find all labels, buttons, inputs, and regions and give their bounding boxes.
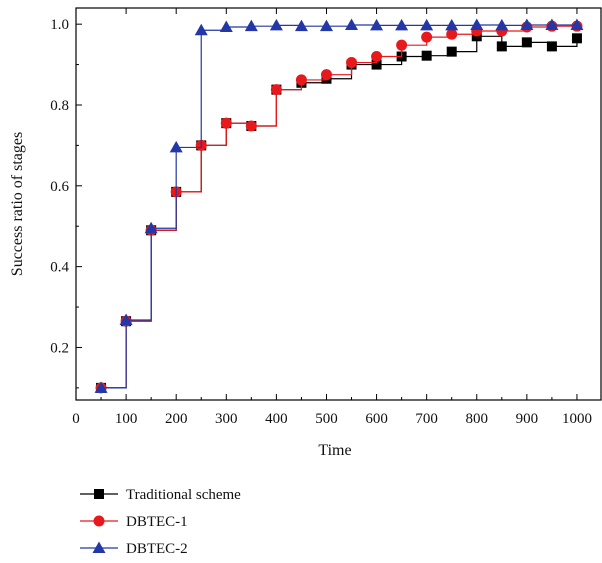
x-tick-label: 600 [365, 411, 388, 427]
legend-marker [92, 541, 106, 553]
data-point [495, 18, 509, 31]
data-point [245, 120, 257, 132]
data-point [169, 140, 183, 153]
legend-label: DBTEC-2 [126, 541, 188, 557]
series-line [101, 25, 577, 389]
legend-entry: Traditional scheme [80, 487, 241, 503]
series-3 [94, 18, 584, 393]
legend: Traditional scheme DBTEC-1 DBTEC-2 [80, 487, 241, 557]
data-point [571, 33, 582, 44]
x-tick-label: 0 [72, 411, 80, 427]
data-point [545, 18, 559, 30]
data-point [445, 18, 459, 31]
y-axis-title: Success ratio of stages [9, 132, 26, 276]
x-tick-label: 400 [265, 411, 288, 427]
series-1 [96, 31, 582, 393]
data-point [395, 18, 409, 31]
legend-marker [93, 515, 105, 527]
data-point [446, 46, 457, 57]
data-point [446, 28, 458, 40]
data-point [270, 84, 282, 96]
legend-marker [94, 489, 104, 499]
legend-entry: DBTEC-2 [80, 541, 188, 557]
data-point [371, 59, 382, 70]
y-tick-label: 0.8 [50, 98, 69, 114]
series-line [101, 35, 578, 389]
data-point [269, 18, 283, 31]
data-point [521, 37, 532, 48]
data-point [371, 50, 383, 62]
series-2 [95, 20, 583, 394]
y-tick-label: 0.6 [50, 179, 69, 195]
plot-frame [75, 7, 602, 401]
data-point [520, 18, 534, 30]
legend-label: DBTEC-1 [126, 514, 188, 530]
x-tick-label: 900 [516, 411, 539, 427]
data-point [244, 19, 258, 32]
data-point [420, 18, 434, 31]
data-point [346, 57, 358, 69]
y-tick-label: 1.0 [50, 17, 69, 33]
data-point [220, 117, 232, 129]
data-point [144, 221, 158, 234]
data-point [319, 19, 333, 32]
data-point [320, 69, 332, 81]
data-point [345, 18, 359, 30]
legend-entry: DBTEC-1 [80, 514, 188, 530]
data-point [470, 18, 484, 30]
data-point [570, 18, 584, 30]
data-point [194, 23, 208, 36]
data-point [94, 381, 108, 393]
data-point [496, 41, 507, 52]
x-tick-label: 100 [115, 411, 138, 427]
data-point [421, 50, 432, 61]
data-point [119, 313, 133, 325]
data-point [295, 74, 307, 86]
x-tick-label: 200 [165, 411, 188, 427]
axes: 0 100 200 300 400 500 600 700 800 900 1000 0.2 0.4 0.… [50, 7, 602, 427]
series-line [101, 24, 577, 389]
data-point [546, 41, 557, 52]
x-tick-label: 300 [215, 411, 238, 427]
plot-area [94, 18, 584, 394]
y-tick-label: 0.2 [50, 340, 69, 356]
data-point [421, 31, 433, 43]
data-point [294, 19, 308, 32]
data-point [219, 20, 233, 32]
x-tick-label: 800 [466, 411, 489, 427]
x-tick-label: 700 [415, 411, 438, 427]
data-point [370, 18, 384, 31]
legend-label: Traditional scheme [126, 487, 241, 503]
x-axis-title: Time [318, 442, 351, 459]
y-tick-label: 0.4 [50, 260, 69, 276]
x-tick-label: 1000 [562, 411, 592, 427]
x-tick-label: 500 [315, 411, 338, 427]
data-point [396, 39, 408, 51]
